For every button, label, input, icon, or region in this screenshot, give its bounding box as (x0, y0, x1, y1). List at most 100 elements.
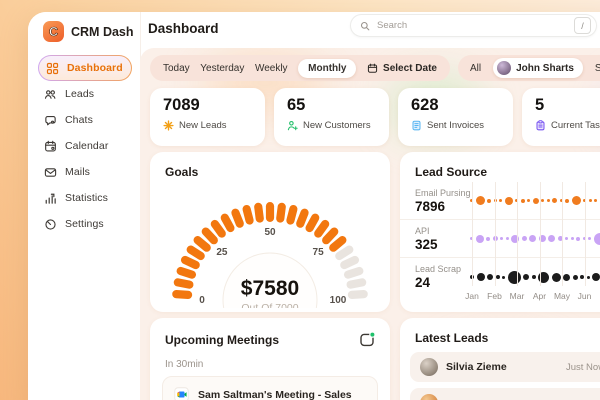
svg-text:25: 25 (216, 247, 228, 258)
stat-card-new-customers[interactable]: 65 New Customers (274, 88, 389, 146)
person-filter-all[interactable]: All (470, 62, 482, 74)
sidebar-item-chats[interactable]: Chats (28, 107, 140, 133)
month-label: May (553, 291, 571, 301)
list-item[interactable]: Silvia Zieme Just Now (410, 352, 600, 382)
mail-icon (44, 166, 57, 179)
sidebar-item-label: Settings (65, 218, 104, 230)
stat-card-current-tasks[interactable]: 5 Current Tasks (522, 88, 600, 146)
list-item[interactable] (410, 388, 600, 400)
sidebar-item-settings[interactable]: Settings (28, 211, 140, 237)
series-name: API (415, 225, 430, 236)
gridline (517, 182, 518, 286)
stat-label: New Customers (303, 120, 371, 131)
sidebar: C CRM Dash Dashboard Leads Chats Calenda… (28, 12, 141, 400)
search-bar[interactable]: / (350, 14, 597, 37)
brand-name: CRM Dash (71, 24, 134, 39)
google-meet-icon (174, 387, 189, 400)
goals-title: Goals (165, 165, 199, 179)
tab-weekly[interactable]: Weekly (254, 62, 288, 74)
meeting-eta: In 30min (165, 359, 204, 370)
main-content: Today Yesterday Weekly Monthly Select Date … (140, 48, 600, 400)
lead-source-row: Email Pursing 7896 (400, 182, 600, 220)
lead-source-row: API 325 (400, 220, 600, 258)
calendar-icon (367, 63, 378, 73)
chat-icon (44, 114, 57, 127)
stat-label: New Leads (179, 120, 227, 131)
upcoming-meetings-card: Upcoming Meetings In 30min Sam Saltman's… (150, 318, 390, 400)
month-label: Mar (509, 291, 525, 301)
gridline (539, 182, 541, 286)
month-label: Jan (465, 291, 479, 301)
latest-leads-card: Latest Leads See All Silvia Zieme Just N… (400, 318, 600, 400)
brand: C CRM Dash (28, 12, 140, 42)
avatar (497, 61, 512, 75)
calendar-icon (44, 140, 57, 153)
stat-label: Sent Invoices (427, 120, 485, 131)
svg-text:75: 75 (313, 247, 325, 258)
stat-label: Current Tasks (551, 120, 600, 131)
page-title: Dashboard (148, 21, 219, 36)
stat-value: 65 (287, 96, 306, 114)
clipboard-icon (535, 120, 546, 131)
meeting-item[interactable]: Sam Saltman's Meeting - Sales (162, 376, 378, 400)
bar-chart-icon (44, 192, 57, 205)
month-label: Jun (577, 291, 592, 301)
meetings-calendar-button[interactable] (359, 331, 376, 348)
settings-icon (44, 218, 57, 231)
gridline (494, 182, 496, 286)
sidebar-item-label: Statistics (65, 192, 109, 204)
month-label: Apr (532, 291, 547, 301)
series-value: 7896 (415, 198, 446, 214)
calendar-notification-icon (360, 331, 376, 347)
search-icon (360, 21, 370, 30)
stat-value: 7089 (163, 96, 200, 114)
svg-text:Out Of 7000: Out Of 7000 (241, 302, 298, 308)
lead-source-card: Lead Source Email Pursing 7896 API 325 (400, 152, 600, 312)
sidebar-item-label: Leads (65, 88, 95, 100)
svg-text:$7580: $7580 (241, 277, 299, 300)
person-plus-icon (287, 120, 298, 131)
people-filter-bar: All John Sharts Select (458, 55, 600, 81)
sidebar-item-statistics[interactable]: Statistics (28, 185, 140, 211)
person-filter-john-sharts[interactable]: John Sharts (493, 58, 583, 78)
meetings-title: Upcoming Meetings (165, 332, 280, 347)
sidebar-item-label: Chats (65, 114, 93, 126)
select-date-button[interactable]: Select Date (367, 63, 437, 74)
gridline (472, 182, 473, 286)
sidebar-item-mails[interactable]: Mails (28, 159, 140, 185)
latest-leads-title: Latest Leads (415, 331, 489, 345)
search-shortcut-key: / (574, 17, 591, 34)
search-input[interactable] (375, 19, 569, 32)
dot-plot (470, 232, 600, 245)
person-filter-select[interactable]: Select (594, 62, 600, 74)
lead-source-rows: Email Pursing 7896 API 325 Lead Scra (400, 182, 600, 296)
sidebar-item-leads[interactable]: Leads (28, 81, 140, 107)
series-name: Email Pursing (415, 187, 471, 198)
tab-yesterday[interactable]: Yesterday (200, 62, 245, 74)
app-logo-icon: C (43, 21, 64, 42)
svg-text:50: 50 (264, 227, 276, 238)
series-value: 24 (415, 275, 431, 290)
gridline (584, 182, 586, 286)
month-label: Feb (487, 291, 502, 301)
sidebar-item-dashboard[interactable]: Dashboard (38, 55, 132, 81)
tab-today[interactable]: Today (163, 62, 190, 74)
svg-text:100: 100 (330, 295, 347, 306)
series-value: 325 (415, 236, 438, 252)
avatar (420, 394, 438, 400)
goals-card: Goals 0 25 50 75 100 $7580 Out Of 7000 (150, 152, 390, 312)
dot-plot (470, 196, 600, 205)
avatar (420, 358, 438, 376)
stat-card-sent-invoices[interactable]: 628 Sent Invoices (398, 88, 513, 146)
grid-icon (46, 62, 59, 75)
sidebar-item-calendar[interactable]: Calendar (28, 133, 140, 159)
goal-gauge: 0 25 50 75 100 $7580 Out Of 7000 (172, 202, 368, 308)
tab-monthly[interactable]: Monthly (298, 58, 357, 78)
meeting-title: Sam Saltman's Meeting - Sales (198, 389, 352, 400)
series-name: Lead Scrap (415, 264, 462, 274)
invoice-icon (411, 120, 422, 131)
dot-plot (470, 270, 600, 284)
stat-value: 628 (411, 96, 439, 114)
stat-card-new-leads[interactable]: 7089 New Leads (150, 88, 265, 146)
